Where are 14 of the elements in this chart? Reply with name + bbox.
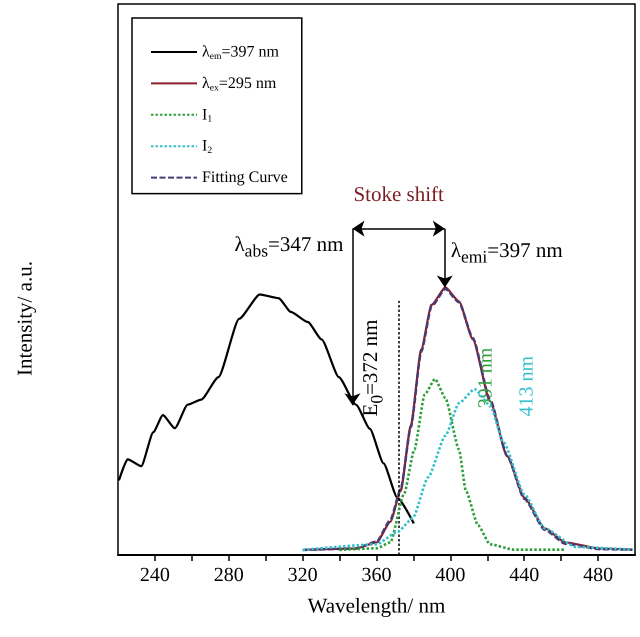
x-tick-label: 280 [214, 564, 244, 586]
x-axis-title: Wavelength/ nm [308, 594, 446, 618]
legend-label: Fitting Curve [202, 169, 288, 186]
x-tick-label: 400 [435, 564, 466, 586]
x-tick-label: 440 [509, 564, 540, 586]
x-tick-label: 480 [583, 564, 614, 586]
annotation: λ$_{abs}$=347 nm [234, 232, 344, 260]
x-tick-label: 240 [140, 564, 170, 586]
annotation: λ$_{emi}$=397 nm [450, 238, 563, 266]
x-tick-label: 320 [288, 564, 318, 586]
y-axis-title: Intensity/ a.u. [12, 261, 36, 376]
x-tick-label: 360 [362, 564, 392, 586]
annotation: 413 nm [515, 355, 538, 416]
text: Stoke shift [353, 182, 444, 206]
